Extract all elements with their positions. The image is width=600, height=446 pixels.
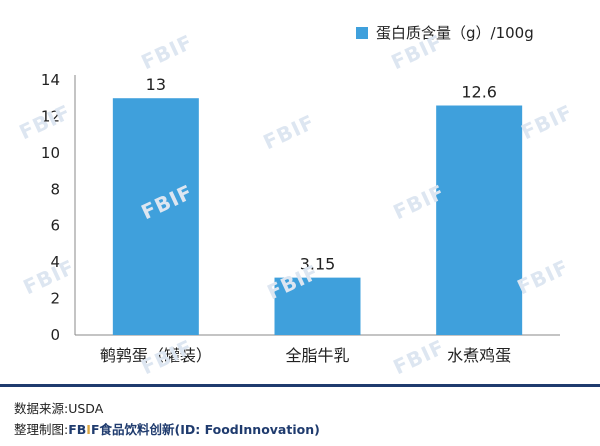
- legend-label: 蛋白质含量（g）/100g: [376, 24, 534, 42]
- bar-value-label: 12.6: [461, 83, 497, 102]
- brand-name: 食品饮料创新(ID: FoodInnovation): [99, 422, 320, 437]
- bar-chart: 0 2 4 6 8 10 12 14 13 鹌鹑蛋（罐装） 3.15 全脂牛乳 12.6 水煮鸡蛋: [41, 71, 560, 365]
- legend: 蛋白质含量（g）/100g: [356, 22, 534, 43]
- brand-logo-mid: I: [86, 422, 91, 437]
- y-tick-label: 4: [50, 253, 60, 271]
- legend-swatch: [356, 26, 368, 39]
- x-category-label: 全脂牛乳: [285, 346, 349, 365]
- footer-divider: [0, 384, 600, 387]
- bar-value-label: 3.15: [300, 255, 336, 274]
- y-tick-label: 8: [50, 180, 60, 198]
- x-category-label: 鹌鹑蛋（罐装）: [100, 346, 212, 365]
- y-tick-label: 14: [41, 71, 60, 89]
- bar-value-label: 13: [146, 75, 166, 94]
- footer: 数据来源:USDA 整理制图:FBIF食品饮料创新(ID: FoodInnova…: [14, 398, 320, 440]
- bar: [274, 277, 361, 335]
- y-tick-label: 6: [50, 217, 60, 235]
- bar: [112, 98, 199, 335]
- source-line: 数据来源:USDA: [14, 401, 104, 416]
- x-category-label: 水煮鸡蛋: [447, 346, 511, 365]
- credit-line: 整理制图:FBIF食品饮料创新(ID: FoodInnovation): [14, 419, 320, 440]
- y-tick-label: 10: [41, 144, 60, 162]
- bar: [436, 105, 523, 335]
- y-tick-label: 0: [50, 326, 60, 344]
- brand-logo-f: F: [90, 422, 100, 437]
- y-tick-label: 2: [50, 290, 60, 308]
- credit-prefix: 整理制图:: [14, 422, 69, 437]
- y-tick-label: 12: [41, 107, 60, 125]
- brand-logo-fb: FB: [68, 422, 87, 437]
